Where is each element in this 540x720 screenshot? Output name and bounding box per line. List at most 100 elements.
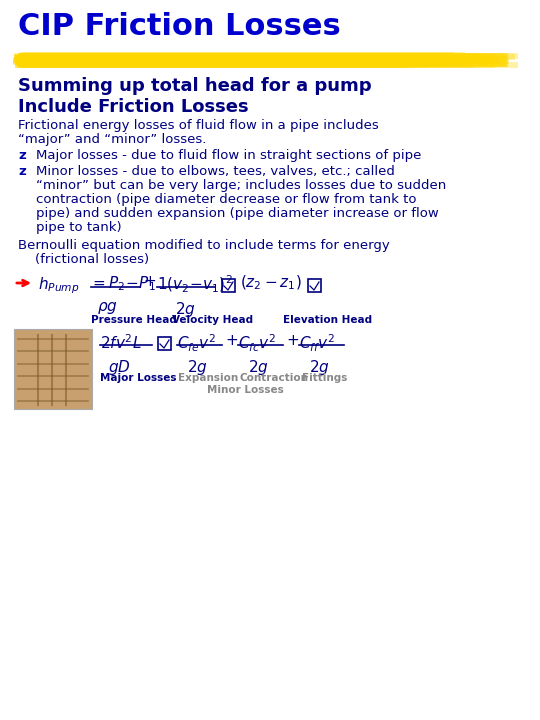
Bar	[22, 60, 455, 66]
Text: “minor” but can be very large; includes losses due to sudden: “minor” but can be very large; includes …	[36, 179, 446, 192]
Bar	[19, 59, 480, 65]
Bar	[22, 62, 474, 68]
Bar	[19, 62, 517, 68]
Bar	[14, 329, 92, 409]
Text: $2g$: $2g$	[187, 358, 208, 377]
Bar	[16, 54, 413, 60]
Text: Minor Losses: Minor Losses	[207, 385, 284, 395]
Bar	[17, 60, 507, 66]
Bar	[21, 55, 457, 61]
Bar	[20, 54, 475, 60]
Bar	[15, 59, 424, 65]
Bar	[21, 53, 406, 58]
Text: Major losses - due to fluid flow in straight sections of pipe: Major losses - due to fluid flow in stra…	[36, 149, 421, 162]
Bar	[16, 58, 485, 63]
Bar	[21, 54, 491, 60]
Text: Minor losses - due to elbows, tees, valves, etc.; called: Minor losses - due to elbows, tees, valv…	[36, 165, 395, 178]
Bar	[14, 57, 467, 63]
Bar	[19, 53, 518, 58]
Bar	[21, 57, 456, 63]
Bar	[19, 58, 455, 64]
Bar	[23, 53, 454, 58]
Text: $+$: $+$	[225, 333, 238, 348]
Bar	[17, 62, 408, 68]
Text: Fittings: Fittings	[302, 373, 347, 383]
Text: Contraction: Contraction	[240, 373, 309, 383]
Bar	[18, 59, 487, 65]
Bar	[15, 60, 437, 66]
Bar	[21, 53, 405, 60]
Text: z: z	[18, 165, 26, 178]
Bar	[21, 53, 417, 58]
Bar	[158, 337, 171, 350]
Bar	[18, 61, 430, 67]
Bar	[20, 57, 484, 63]
Text: $+$: $+$	[286, 333, 299, 348]
Bar	[222, 279, 235, 292]
Bar	[17, 58, 490, 63]
Bar	[23, 53, 504, 58]
Bar	[21, 56, 436, 62]
Bar	[21, 61, 445, 67]
Text: Elevation Head: Elevation Head	[283, 315, 372, 325]
Bar	[14, 55, 507, 60]
Bar	[16, 56, 424, 62]
Text: $1(v_2\!-\!v_1)^2$: $1(v_2\!-\!v_1)^2$	[157, 274, 233, 295]
Bar	[15, 55, 445, 60]
Bar	[21, 53, 482, 59]
Bar	[21, 58, 473, 64]
Bar	[16, 60, 501, 66]
Text: $2fv^2L$: $2fv^2L$	[100, 333, 141, 351]
Text: $C_{fc}v^2$: $C_{fc}v^2$	[238, 333, 276, 354]
Bar	[15, 57, 440, 63]
Bar	[19, 56, 490, 62]
Bar	[20, 53, 465, 58]
Bar	[13, 58, 449, 64]
Bar	[23, 60, 468, 66]
Text: Include Friction Losses: Include Friction Losses	[18, 98, 248, 116]
Bar	[17, 61, 431, 68]
Text: pipe to tank): pipe to tank)	[36, 221, 122, 234]
Text: contraction (pipe diameter decrease or flow from tank to: contraction (pipe diameter decrease or f…	[36, 193, 416, 206]
Text: Summing up total head for a pump: Summing up total head for a pump	[18, 77, 372, 95]
Bar	[18, 60, 439, 67]
Bar	[20, 58, 509, 64]
Text: Pressure Head: Pressure Head	[91, 315, 177, 325]
Bar	[17, 60, 460, 66]
Text: “major” and “minor” losses.: “major” and “minor” losses.	[18, 133, 206, 146]
Bar	[16, 58, 438, 63]
Bar	[22, 58, 495, 63]
Text: $h_{Pump}$: $h_{Pump}$	[38, 275, 79, 296]
Text: $gD$: $gD$	[108, 358, 131, 377]
Text: $C_{fe}v^2$: $C_{fe}v^2$	[177, 333, 216, 354]
Bar	[16, 62, 495, 68]
Text: Expansion: Expansion	[178, 373, 238, 383]
Bar	[17, 55, 460, 62]
Text: Frictional energy losses of fluid flow in a pipe includes: Frictional energy losses of fluid flow i…	[18, 119, 379, 132]
Bar	[18, 54, 515, 60]
Bar	[18, 53, 444, 59]
Text: $C_{ff}v^2$: $C_{ff}v^2$	[299, 333, 335, 354]
Text: CIP Friction Losses: CIP Friction Losses	[18, 12, 341, 41]
Text: $(z_2 - z_1)$: $(z_2 - z_1)$	[240, 274, 302, 292]
Bar	[15, 62, 428, 68]
Bar	[21, 55, 418, 60]
Bar	[14, 53, 398, 59]
Bar	[18, 55, 495, 61]
Bar	[22, 56, 507, 62]
Bar	[308, 279, 321, 292]
Bar	[19, 61, 507, 67]
Bar	[18, 53, 414, 60]
Text: Bernoulli equation modified to include terms for energy: Bernoulli equation modified to include t…	[18, 239, 390, 252]
Text: Major Losses: Major Losses	[100, 373, 177, 383]
Text: Velocity Head: Velocity Head	[172, 315, 253, 325]
Bar	[14, 57, 477, 63]
Bar	[14, 54, 447, 60]
Text: pipe) and sudden expansion (pipe diameter increase or flow: pipe) and sudden expansion (pipe diamete…	[36, 207, 438, 220]
Bar	[20, 53, 420, 60]
Bar	[19, 61, 442, 67]
Bar	[15, 56, 416, 62]
Bar	[22, 59, 459, 66]
Bar	[21, 59, 469, 65]
Bar	[15, 58, 428, 63]
